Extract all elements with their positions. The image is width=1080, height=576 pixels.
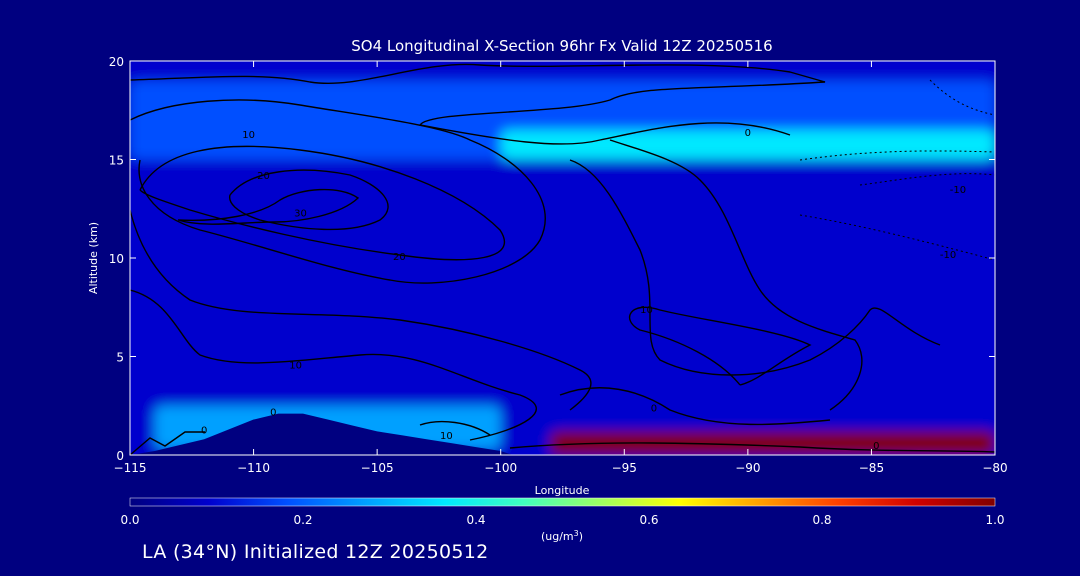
- y-axis-ticks: 0 5 10 15 20: [109, 55, 995, 463]
- contour-lines: [130, 63, 995, 455]
- contour-label-5: 0: [270, 408, 276, 419]
- y-axis-label: Altitude (km): [87, 222, 100, 294]
- contour-label-3: 20: [393, 252, 406, 263]
- x-axis-ticks: −115 −110 −105 −100 −95 −90 −85 −80: [114, 61, 1008, 475]
- contour-label-4: 10: [289, 360, 302, 371]
- initialization-caption: LA (34°N) Initialized 12Z 20250512: [142, 541, 489, 563]
- y-tick-label: 5: [116, 351, 124, 365]
- colorbar-tick-label: 0.8: [812, 513, 831, 527]
- x-tick-label: −90: [735, 461, 760, 475]
- contour-label-12: -10: [950, 185, 966, 196]
- colorbar: [129, 497, 996, 507]
- colorbar-tick-label: 0.0: [120, 513, 139, 527]
- x-tick-label: −80: [982, 461, 1007, 475]
- contour-label-9: 10: [640, 305, 653, 316]
- contour-label-11: 0: [873, 441, 879, 452]
- x-tick-label: −105: [361, 461, 394, 475]
- colorbar-unit-label: (ug/m3): [541, 529, 583, 543]
- contour-label-7: 10: [440, 431, 453, 442]
- contour-label-6: 0: [201, 425, 207, 436]
- contour-label-0: 10: [242, 130, 255, 141]
- chart-title: SO4 Longitudinal X-Section 96hr Fx Valid…: [351, 37, 772, 55]
- x-tick-label: −100: [484, 461, 517, 475]
- x-tick-label: −95: [612, 461, 637, 475]
- x-axis-label: Longitude: [535, 484, 590, 497]
- y-tick-label: 20: [109, 55, 124, 69]
- contour-label-13: -10: [940, 250, 956, 261]
- colorbar-tick-label: 0.2: [293, 513, 312, 527]
- terrain-profile: [130, 413, 514, 455]
- contour-labels: 10 20 30 20 10 0 0 10 0 10 0 0 -10 -10: [201, 128, 966, 452]
- colorbar-ticks: 0.0 0.2 0.4 0.6 0.8 1.0: [120, 513, 1004, 527]
- colorbar-tick-label: 1.0: [985, 513, 1004, 527]
- colorbar-tick-label: 0.6: [639, 513, 658, 527]
- y-tick-label: 0: [116, 449, 124, 463]
- colorbar-tick-label: 0.4: [466, 513, 485, 527]
- y-tick-label: 10: [109, 252, 124, 266]
- negative-contours: [799, 79, 995, 261]
- contour-label-2: 30: [294, 209, 307, 220]
- x-tick-label: −110: [237, 461, 270, 475]
- field-region-2: [500, 129, 995, 160]
- contour-label-8: 0: [745, 128, 751, 139]
- plot-area: 10 20 30 20 10 0 0 10 0 10 0 0 -10 -10: [130, 61, 995, 455]
- x-tick-label: −115: [114, 461, 147, 475]
- y-tick-label: 15: [109, 154, 124, 168]
- x-tick-label: −85: [859, 461, 884, 475]
- contour-label-10: 0: [651, 404, 657, 415]
- contour-label-1: 20: [257, 171, 270, 182]
- concentration-field: [130, 61, 995, 455]
- field-region-4: [550, 431, 995, 455]
